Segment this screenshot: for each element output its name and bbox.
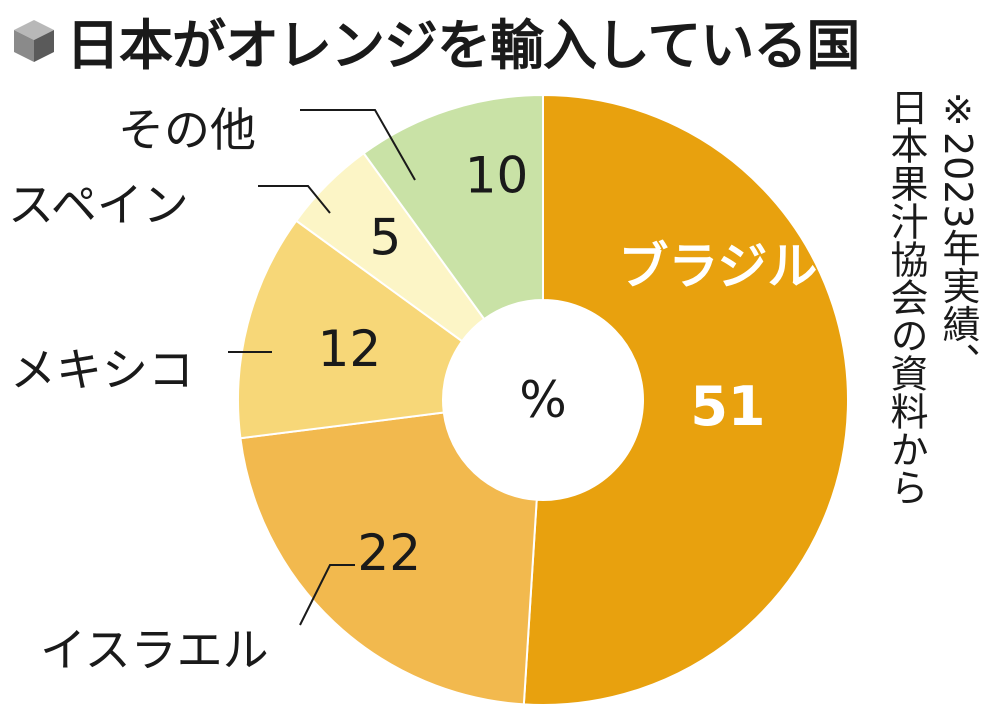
pie-slice-イスラエル [239,411,538,706]
slice-label-イスラエル: イスラエル [40,623,269,677]
leader-line-その他 [300,109,416,181]
slice-value-その他: 10 [465,147,529,205]
source-note: ※2023年実績、 日本果汁協会の資料から [862,88,982,688]
cube-icon [14,20,54,62]
slice-value-ブラジル: 51 [690,375,765,438]
pie-center [444,301,642,499]
slice-value-メキシコ: 12 [318,320,382,378]
source-note-line-1: ※2023年実績、 [936,88,980,381]
slice-label-ブラジル: ブラジル [618,237,817,295]
leader-line-スペイン [258,185,331,214]
slice-value-イスラエル: 22 [357,524,421,582]
slice-label-メキシコ: メキシコ [10,343,194,397]
chart-title: 日本がオレンジを輸入している国 [66,13,860,77]
slice-value-スペイン: 5 [369,208,401,266]
pie-slice-ブラジル [522,93,849,706]
unit-label: % [519,371,567,429]
leader-line-イスラエル [299,564,355,626]
pie-slice-メキシコ [237,219,464,440]
slice-label-その他: その他 [118,103,256,157]
chart-title-row: 日本がオレンジを輸入している国 [0,0,860,80]
pie-slice-その他 [362,93,544,321]
source-note-line-2: 日本果汁協会の資料から [884,88,928,506]
slice-label-スペイン: スペイン [8,178,189,232]
